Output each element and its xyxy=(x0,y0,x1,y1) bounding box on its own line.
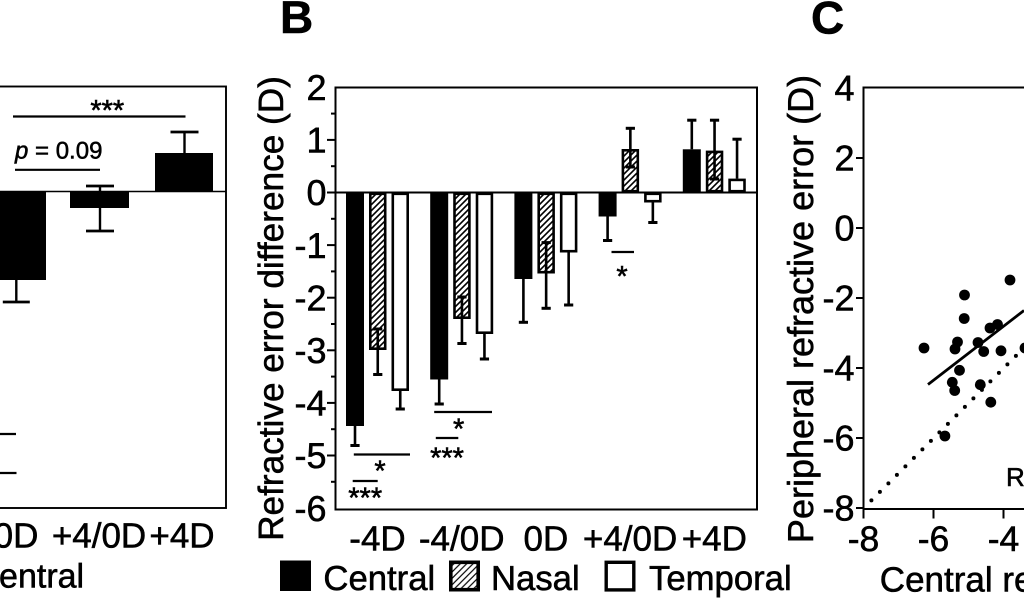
svg-text:-4: -4 xyxy=(294,383,326,424)
svg-text:Refractive error difference (D: Refractive error difference (D) xyxy=(252,76,291,541)
svg-text:0D: 0D xyxy=(524,520,569,559)
svg-text:-1: -1 xyxy=(294,225,326,266)
svg-text:*: * xyxy=(374,455,385,487)
svg-text:p = 0.09: p = 0.09 xyxy=(14,138,102,165)
svg-text:-8: -8 xyxy=(822,488,854,529)
svg-text:2: 2 xyxy=(306,67,326,108)
svg-text:-4: -4 xyxy=(988,519,1020,559)
svg-text:-2: -2 xyxy=(822,278,854,319)
svg-text:+4/0D: +4/0D xyxy=(583,520,677,559)
svg-text:-2: -2 xyxy=(294,277,326,318)
svg-text:+4/0D: +4/0D xyxy=(52,517,146,556)
svg-text:Central: Central xyxy=(0,558,84,596)
svg-text:***: *** xyxy=(90,95,124,127)
svg-text:***: *** xyxy=(348,482,382,514)
svg-text:-4/0D: -4/0D xyxy=(419,520,505,559)
svg-text:***: *** xyxy=(430,442,464,474)
svg-text:-8: -8 xyxy=(848,519,880,559)
svg-text:C: C xyxy=(811,0,844,44)
svg-text:4: 4 xyxy=(834,68,854,109)
svg-text:1: 1 xyxy=(306,120,326,161)
svg-text:-6: -6 xyxy=(822,418,854,459)
svg-text:R: R xyxy=(1006,462,1024,492)
svg-text:+4D: +4D xyxy=(682,520,747,559)
svg-text:Temporal: Temporal xyxy=(649,560,792,598)
svg-text:-4D: -4D xyxy=(349,520,405,559)
svg-text:-4: -4 xyxy=(822,348,854,389)
svg-text:-6: -6 xyxy=(294,488,326,529)
svg-text:-3: -3 xyxy=(294,330,326,371)
svg-text:+4D: +4D xyxy=(149,517,214,556)
svg-text:2: 2 xyxy=(834,138,854,179)
svg-text:-5: -5 xyxy=(294,435,326,476)
svg-text:Peripheral refractive error (D: Peripheral refractive error (D) xyxy=(780,75,821,543)
svg-text:Nasal: Nasal xyxy=(491,560,580,598)
svg-text:0D: 0D xyxy=(0,517,38,556)
svg-text:0: 0 xyxy=(834,208,854,249)
svg-text:0: 0 xyxy=(306,172,326,213)
svg-text:-6: -6 xyxy=(918,519,950,559)
svg-text:Central: Central xyxy=(323,560,435,598)
svg-text:B: B xyxy=(280,0,313,43)
svg-text:*: * xyxy=(453,413,464,445)
svg-text:*: * xyxy=(616,261,627,293)
svg-text:Central refractive error (D): Central refractive error (D) xyxy=(880,561,1024,600)
